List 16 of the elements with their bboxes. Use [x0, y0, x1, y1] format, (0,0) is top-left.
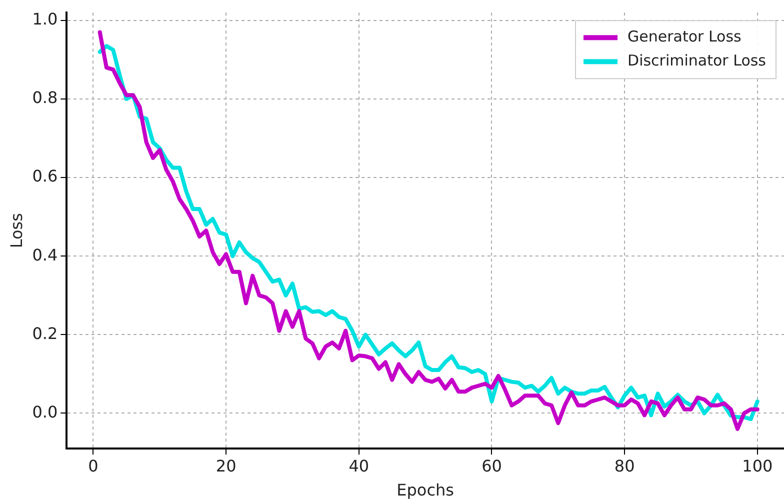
x-tick-label: 20 [216, 456, 236, 476]
y-tick-label: 0.6 [32, 166, 58, 186]
y-tick-label: 0.0 [32, 402, 58, 422]
legend-label: Generator Loss [628, 27, 742, 46]
legend-label: Discriminator Loss [628, 51, 766, 70]
x-axis-title: Epochs [396, 480, 454, 500]
y-axis-title: Loss [6, 213, 26, 248]
x-tick-label: 80 [614, 456, 635, 476]
y-tick-label: 1.0 [32, 10, 58, 29]
y-tick-label: 0.8 [32, 88, 58, 108]
x-tick-label: 0 [88, 456, 98, 476]
y-tick-label: 0.2 [32, 324, 58, 343]
x-tick-label: 60 [482, 456, 502, 476]
x-tick-label: 40 [348, 456, 370, 476]
x-tick-label: 100 [742, 456, 773, 476]
y-tick-label: 0.4 [32, 245, 58, 264]
